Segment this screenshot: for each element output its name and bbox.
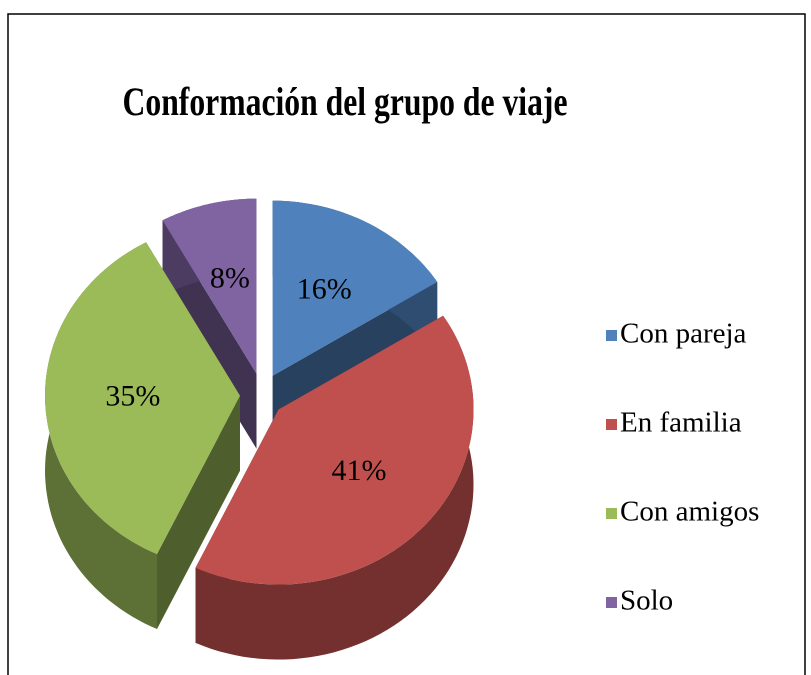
legend-swatch bbox=[606, 508, 617, 519]
data-label: 41% bbox=[331, 454, 386, 487]
legend-swatch bbox=[606, 419, 617, 430]
data-label: 8% bbox=[210, 261, 250, 294]
legend-label: Con pareja bbox=[620, 318, 747, 350]
legend-swatch bbox=[606, 597, 617, 608]
data-label: 16% bbox=[297, 272, 352, 305]
legend-swatch bbox=[606, 330, 617, 341]
slice bbox=[195, 315, 474, 585]
legend-label: Con amigos bbox=[620, 496, 759, 528]
data-label: 35% bbox=[105, 380, 160, 413]
slice bbox=[272, 200, 438, 376]
slice bbox=[162, 198, 257, 374]
slice-cut-face bbox=[157, 395, 240, 629]
chart-title: Conformación del grupo de viaje bbox=[123, 79, 568, 124]
legend-label: Solo bbox=[620, 585, 673, 617]
slice bbox=[45, 242, 240, 555]
legend-label: En familia bbox=[620, 407, 742, 439]
slice-side bbox=[195, 315, 474, 660]
